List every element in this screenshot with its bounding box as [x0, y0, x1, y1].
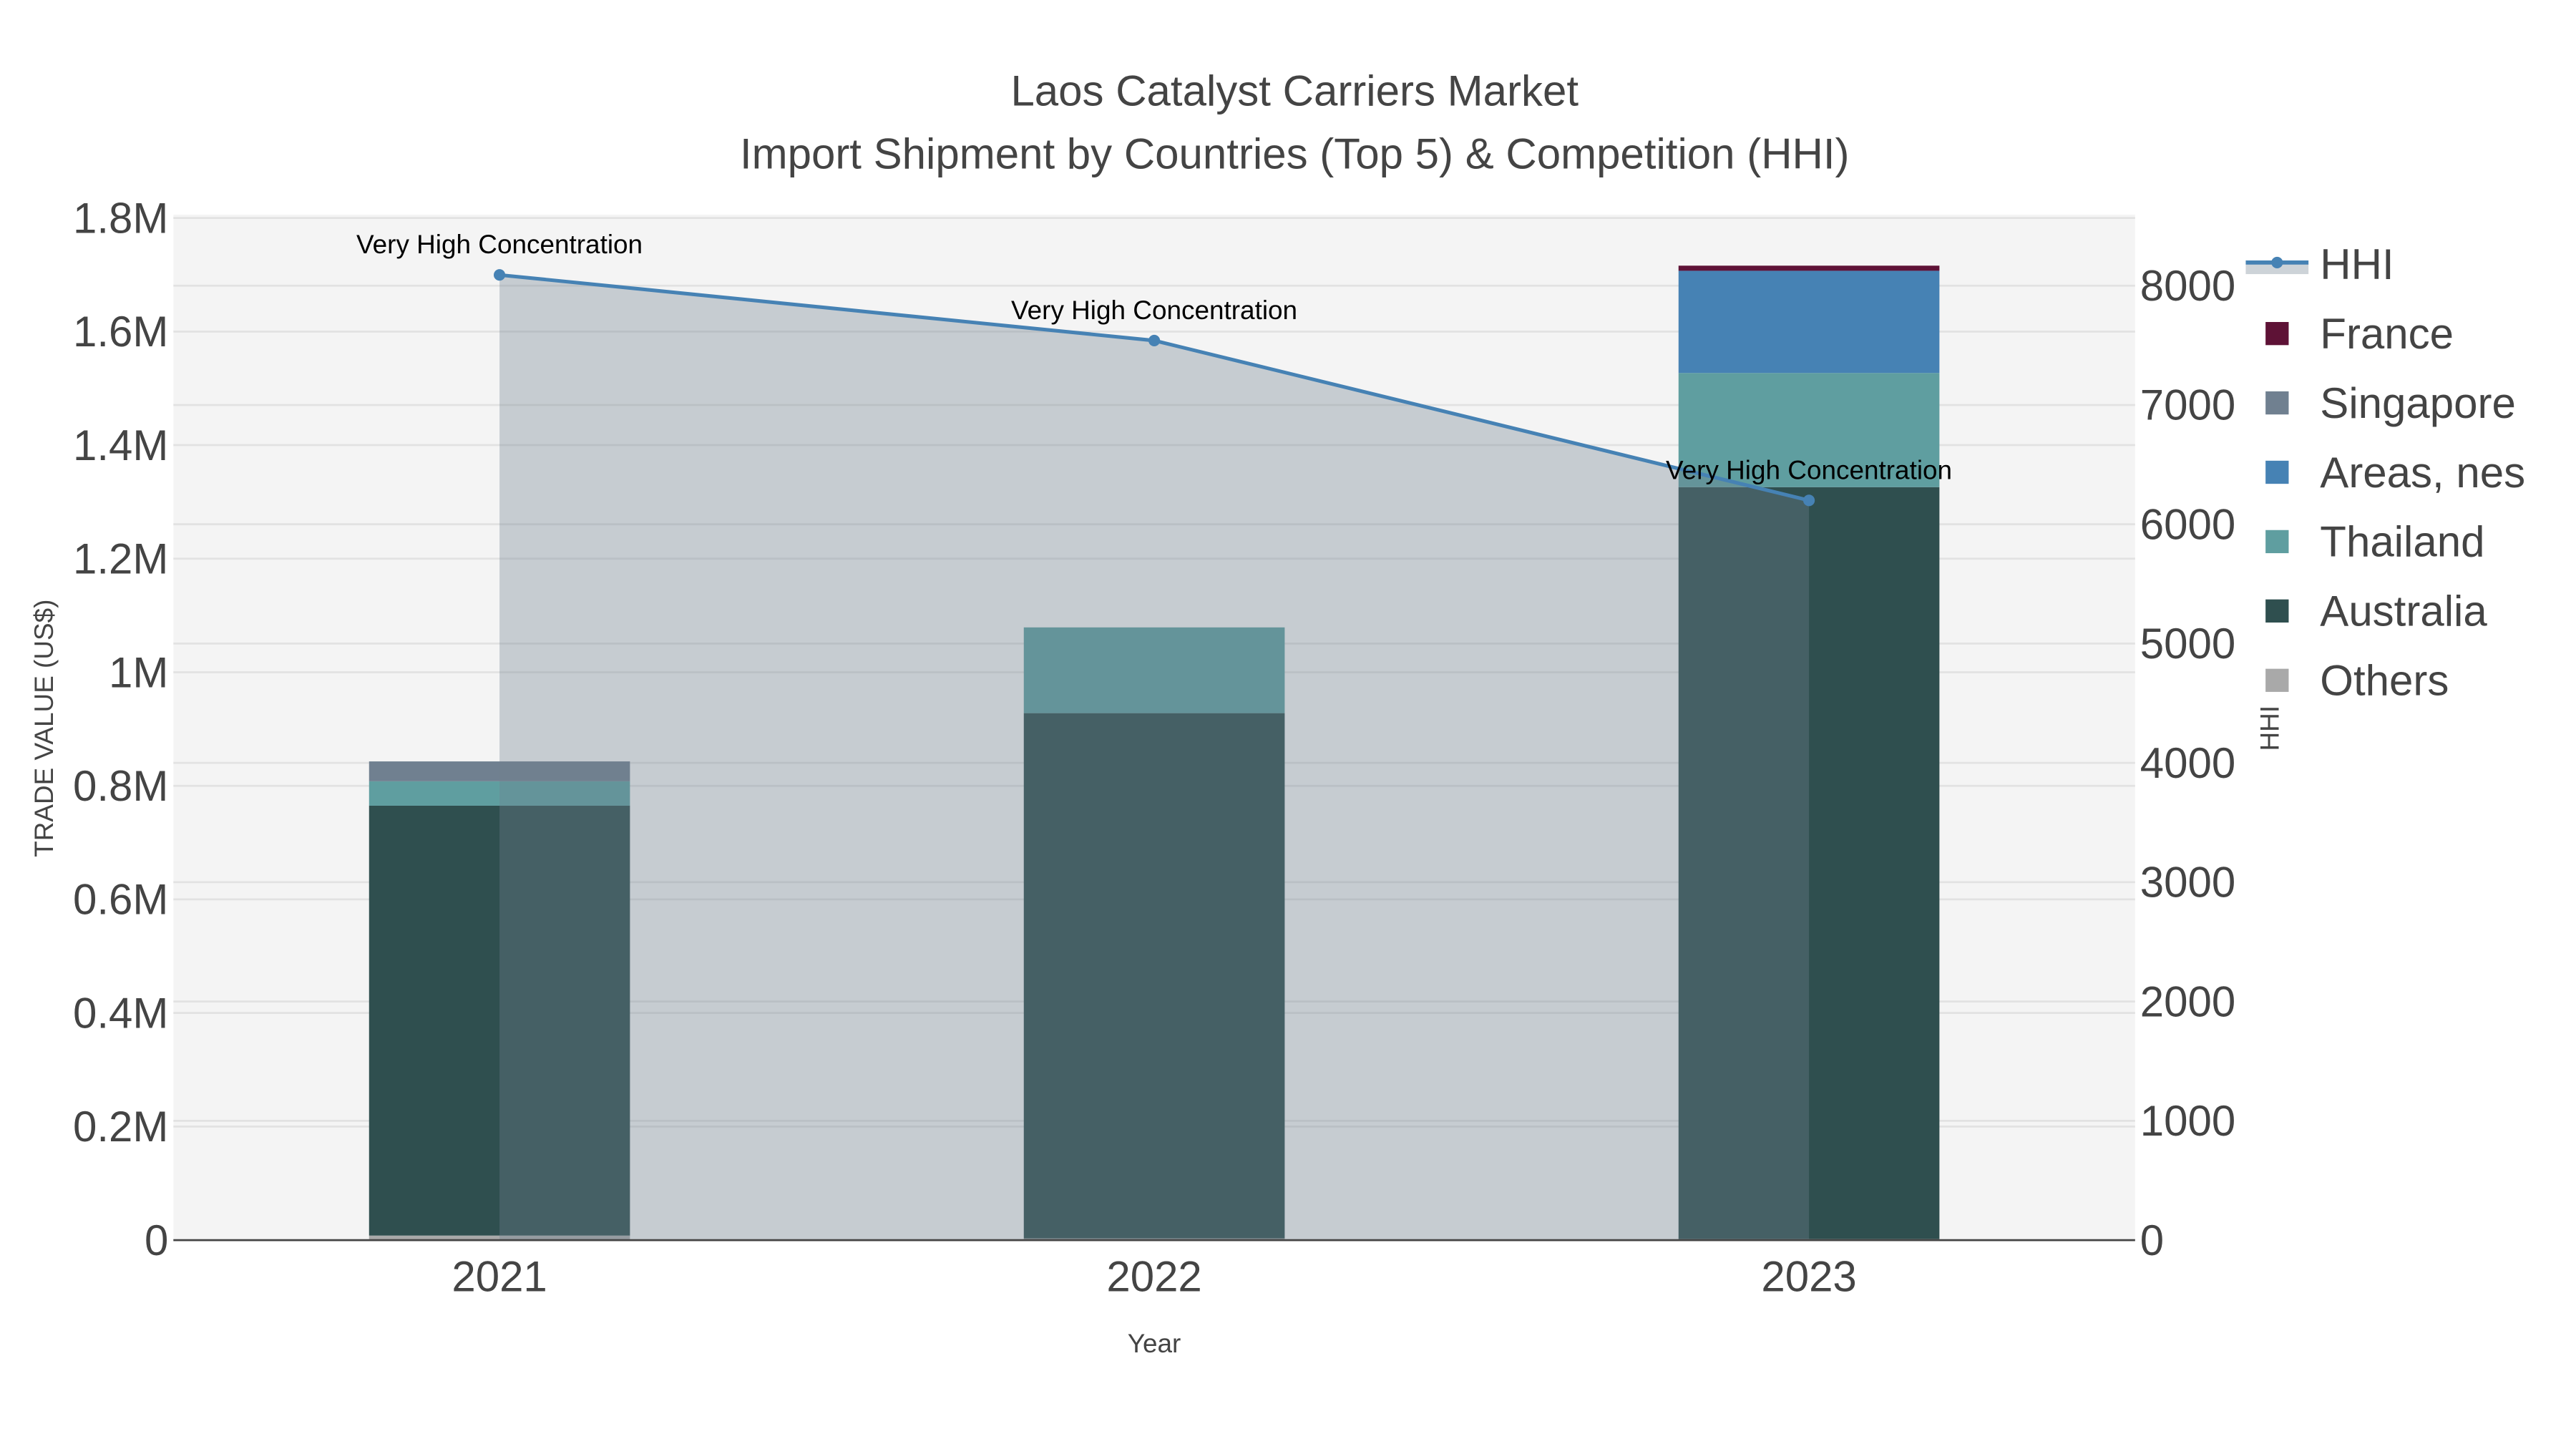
legend-label: Others	[2320, 657, 2449, 705]
hhi-annotation: Very High Concentration	[1011, 296, 1297, 325]
bar-thailand-2021[interactable]	[369, 781, 630, 806]
y2-tick-label: 3000	[2140, 859, 2235, 907]
legend-item-areas-nes[interactable]: Areas, nes	[2265, 449, 2525, 497]
bar-singapore-2021[interactable]	[369, 761, 630, 781]
y-tick-label: 1.4M	[73, 421, 168, 469]
y-tick-label: 1M	[109, 648, 168, 696]
y2-axis-title: HHI	[2255, 706, 2285, 751]
legend-label: HHI	[2320, 240, 2394, 288]
x-axis-ticks: 2021 2022 2023	[452, 1253, 1856, 1301]
hhi-annotation: Very High Concentration	[356, 230, 643, 259]
x-tick-label: 2022	[1106, 1253, 1201, 1301]
y2-tick-label: 2000	[2140, 977, 2235, 1025]
y2-tick-label: 4000	[2140, 739, 2235, 787]
legend-label: Australia	[2320, 587, 2487, 635]
legend-swatch	[2265, 322, 2289, 346]
legend-swatch	[2265, 668, 2289, 692]
y-tick-label: 0.2M	[73, 1103, 168, 1151]
y-tick-label: 0.6M	[73, 876, 168, 924]
legend-item-australia[interactable]: Australia	[2265, 587, 2487, 635]
chart-title: Laos Catalyst Carriers Market	[1010, 67, 1579, 115]
legend-swatch	[2265, 391, 2289, 415]
hhi-area	[499, 275, 1810, 1241]
legend-item-thailand[interactable]: Thailand	[2265, 518, 2484, 566]
bar-australia-2022[interactable]	[1023, 713, 1285, 1239]
y2-tick-label: 1000	[2140, 1097, 2235, 1145]
bar-france-2023[interactable]	[1678, 265, 1940, 271]
y-axis-ticks: 0 0.2M 0.4M 0.6M 0.8M 1M 1.2M 1.4M 1.6M 1.8M	[73, 194, 168, 1264]
y2-tick-label: 0	[2140, 1216, 2164, 1264]
y2-tick-label: 8000	[2140, 262, 2235, 310]
chart-subtitle: Import Shipment by Countries (Top 5) & C…	[740, 130, 1850, 177]
x-tick-label: 2021	[452, 1253, 547, 1301]
legend-swatch	[2265, 460, 2289, 484]
legend-swatch	[2245, 264, 2309, 275]
legend-swatch	[2265, 599, 2289, 623]
legend-label: Singapore	[2320, 379, 2516, 427]
bar-thailand-2023[interactable]	[1678, 373, 1940, 487]
hhi-point-2021[interactable]	[494, 269, 506, 281]
legend-label: Thailand	[2320, 518, 2484, 566]
y-tick-label: 1.8M	[73, 194, 168, 242]
bars	[369, 265, 1940, 1241]
y2-tick-label: 5000	[2140, 620, 2235, 668]
bar-others-2021[interactable]	[369, 1235, 630, 1241]
y-tick-label: 1.2M	[73, 535, 168, 583]
bar-thailand-2022[interactable]	[1023, 627, 1285, 713]
y-axis-title: TRADE VALUE (US$)	[29, 600, 59, 857]
y2-axis-ticks: 0 1000 2000 3000 4000 5000 6000 7000 8000	[2140, 262, 2235, 1264]
y-tick-label: 0.4M	[73, 989, 168, 1037]
bar-australia-2023[interactable]	[1678, 487, 1940, 1239]
y-tick-label: 1.6M	[73, 308, 168, 356]
y-tick-label: 0.8M	[73, 762, 168, 810]
y-tick-label: 0	[145, 1216, 168, 1264]
legend-marker	[2271, 256, 2283, 268]
hhi-series: Very High Concentration Very High Concent…	[356, 230, 1952, 1241]
legend-label: France	[2320, 310, 2454, 358]
y2-tick-label: 7000	[2140, 381, 2235, 429]
bar-areas-nes-2023[interactable]	[1678, 270, 1940, 374]
legend-item-others[interactable]: Others	[2265, 657, 2449, 705]
legend: HHI France Singapore Areas, nes Thailand Aust…	[2245, 240, 2525, 705]
x-axis-title: Year	[1128, 1329, 1181, 1358]
legend-item-hhi[interactable]: HHI	[2245, 240, 2394, 288]
legend-item-france[interactable]: France	[2265, 310, 2454, 358]
y2-tick-label: 6000	[2140, 500, 2235, 548]
legend-label: Areas, nes	[2320, 449, 2525, 497]
hhi-annotation: Very High Concentration	[1666, 455, 1952, 484]
legend-item-singapore[interactable]: Singapore	[2265, 379, 2516, 427]
legend-swatch	[2265, 530, 2289, 554]
hhi-point-2022[interactable]	[1148, 334, 1161, 347]
bar-australia-2021[interactable]	[369, 805, 630, 1236]
hhi-point-2023[interactable]	[1803, 494, 1815, 507]
x-tick-label: 2023	[1761, 1253, 1856, 1301]
